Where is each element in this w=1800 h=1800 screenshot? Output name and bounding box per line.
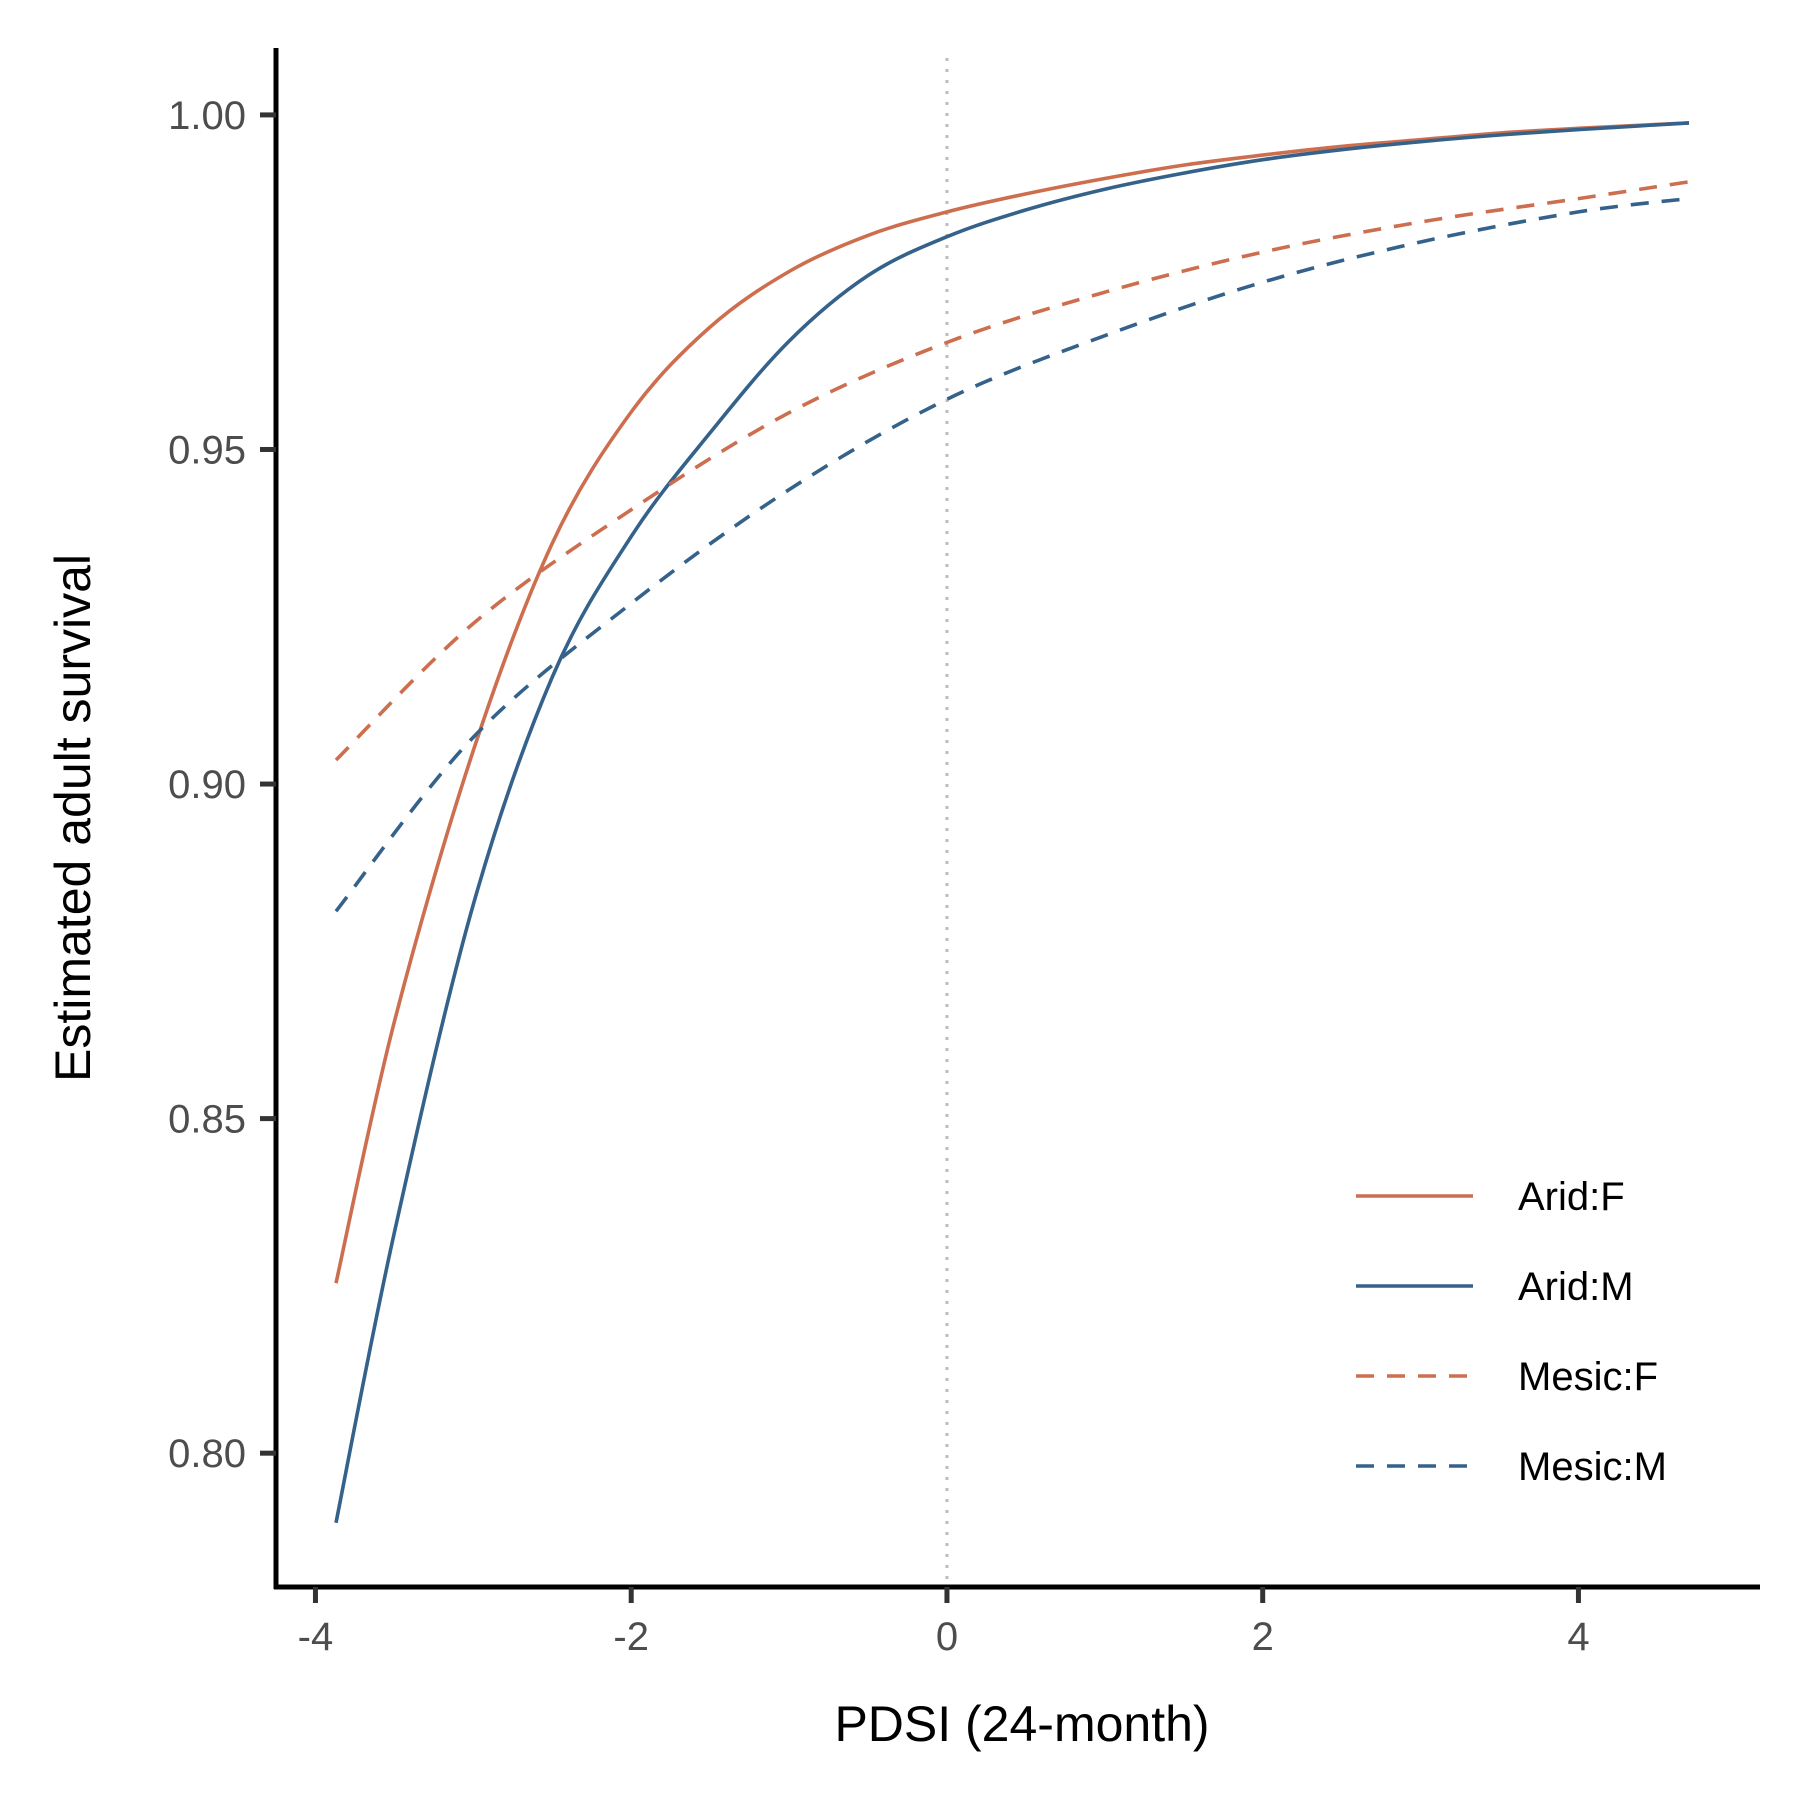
x-tick-label: -2 [613,1615,649,1659]
y-tick-label: 0.85 [168,1098,246,1142]
series-line-arid-f [334,121,1690,1284]
x-tick-label: 0 [936,1615,958,1659]
series-layer [334,121,1690,1524]
legend-label-mesic-f: Mesic:F [1518,1355,1658,1399]
x-tick-label: 2 [1252,1615,1274,1659]
series-line-mesic-f [334,180,1690,762]
y-axis-title: Estimated adult survival [45,554,101,1082]
y-tick-label: 1.00 [168,94,246,138]
legend-label-arid-f: Arid:F [1518,1175,1625,1219]
y-tick-label: 0.90 [168,763,246,807]
x-axis-title: PDSI (24-month) [834,1696,1209,1752]
y-tick-label: 0.95 [168,428,246,472]
y-tick-label: 0.80 [168,1432,246,1476]
axis-layer: -4 -2 0 2 4 0.80 0.85 0.90 0.95 1.00 [168,48,1760,1659]
x-tick-label: -4 [298,1615,334,1659]
series-line-mesic-m [334,196,1690,913]
legend: Arid:F Arid:M Mesic:F Mesic:M [1356,1175,1667,1489]
legend-label-arid-m: Arid:M [1518,1265,1634,1309]
legend-label-mesic-m: Mesic:M [1518,1445,1667,1489]
series-line-arid-m [334,121,1690,1524]
x-tick-label: 4 [1567,1615,1589,1659]
